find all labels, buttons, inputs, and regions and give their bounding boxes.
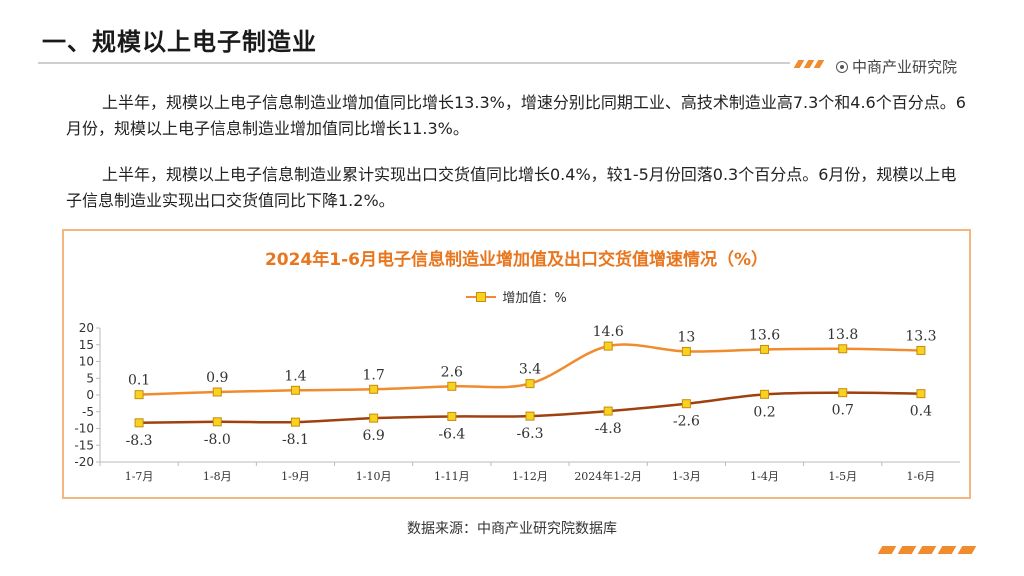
data-label: 13.6 <box>749 327 780 343</box>
data-label: 3.4 <box>519 362 541 378</box>
data-label: 1.4 <box>284 368 306 384</box>
data-label: 14.6 <box>593 324 624 340</box>
x-tick-label: 1-5月 <box>828 470 857 483</box>
x-tick-label: 1-8月 <box>203 470 232 483</box>
brand-logo: 中商产业研究院 <box>836 56 957 77</box>
chart-container: 2024年1-6月电子信息制造业增加值及出口交货值增速情况（%） 增加值：% 2… <box>62 229 971 499</box>
data-label: -6.3 <box>517 426 544 442</box>
x-tick-label: 1-11月 <box>434 470 470 483</box>
data-label: -4.8 <box>595 421 622 437</box>
legend-swatch-added-value <box>466 291 497 303</box>
data-point <box>290 385 300 395</box>
data-label: 2.6 <box>441 364 463 380</box>
data-point <box>447 381 457 391</box>
data-point <box>525 411 535 421</box>
data-label: -6.4 <box>438 426 465 442</box>
data-label: -2.6 <box>673 414 700 430</box>
data-label: 13.8 <box>827 327 858 343</box>
y-tick-label: -5 <box>82 405 94 419</box>
y-tick-label: 5 <box>86 371 94 385</box>
data-label: -8.0 <box>204 432 231 448</box>
data-label: 13 <box>677 329 695 345</box>
legend-label-added-value: 增加值：% <box>502 291 567 306</box>
x-tick-label: 1-4月 <box>750 470 779 483</box>
data-point <box>603 341 613 351</box>
data-point <box>134 390 144 400</box>
data-point <box>290 417 300 427</box>
y-tick-label: -10 <box>74 422 94 436</box>
data-point <box>447 411 457 421</box>
data-point <box>681 346 691 356</box>
data-label: 0.7 <box>832 403 854 419</box>
data-point <box>369 384 379 394</box>
line-chart: 20 15 10 5 0 -5 -10 -15 -20 1-7月 1-8月 1-9月 1-10月 1-11… <box>74 321 960 483</box>
page-title: 一、规模以上电子制造业 <box>42 28 317 56</box>
data-label: 13.3 <box>905 328 936 344</box>
y-tick-label: 15 <box>79 338 94 352</box>
data-point <box>369 413 379 423</box>
data-label: 1.7 <box>363 367 385 383</box>
chart-legend: 增加值：% <box>64 287 969 306</box>
x-tick-label: 1-12月 <box>512 470 548 483</box>
data-point <box>212 387 222 397</box>
paragraph-added-value: 上半年，规模以上电子信息制造业增加值同比增长13.3%，增速分别比同期工业、高技… <box>66 93 966 138</box>
brand-name: 中商产业研究院 <box>852 58 958 76</box>
data-label: -8.1 <box>282 432 309 448</box>
data-label: 0.2 <box>753 404 775 420</box>
data-source: 数据来源：中商产业研究院数据库 <box>407 521 617 537</box>
x-tick-label: 1-3月 <box>672 470 701 483</box>
data-point <box>212 417 222 427</box>
data-label: -8.3 <box>126 433 153 449</box>
data-point <box>603 406 613 416</box>
brand-circle-icon <box>836 60 848 73</box>
header-divider <box>38 62 790 64</box>
y-tick-label: 10 <box>79 355 94 369</box>
x-tick-label: 2024年1-2月 <box>574 469 642 483</box>
y-tick-label: -15 <box>74 438 94 452</box>
chart-title: 2024年1-6月电子信息制造业增加值及出口交货值增速情况（%） <box>264 250 769 270</box>
data-point <box>838 388 848 398</box>
data-point <box>681 399 691 409</box>
x-tick-label: 1-9月 <box>281 470 310 483</box>
data-point <box>916 345 926 355</box>
data-point <box>838 344 848 354</box>
y-tick-label: -20 <box>74 455 94 469</box>
data-label: 0.1 <box>128 373 150 389</box>
paragraph-export: 上半年，规模以上电子信息制造业累计实现出口交货值同比增长0.4%，较1-5月份回… <box>66 165 957 210</box>
data-label: 0.9 <box>206 370 228 386</box>
x-tick-label: 1-10月 <box>356 470 392 483</box>
data-point <box>134 418 144 428</box>
data-point <box>916 389 926 399</box>
y-tick-label: 20 <box>79 321 94 335</box>
y-tick-label: 0 <box>86 388 94 402</box>
data-label: 6.9 <box>363 428 385 444</box>
data-point <box>760 389 770 399</box>
x-tick-label: 1-7月 <box>125 470 154 483</box>
data-point <box>525 379 535 389</box>
x-tick-label: 1-6月 <box>907 470 936 483</box>
data-label: 0.4 <box>910 404 932 420</box>
data-point <box>760 344 770 354</box>
